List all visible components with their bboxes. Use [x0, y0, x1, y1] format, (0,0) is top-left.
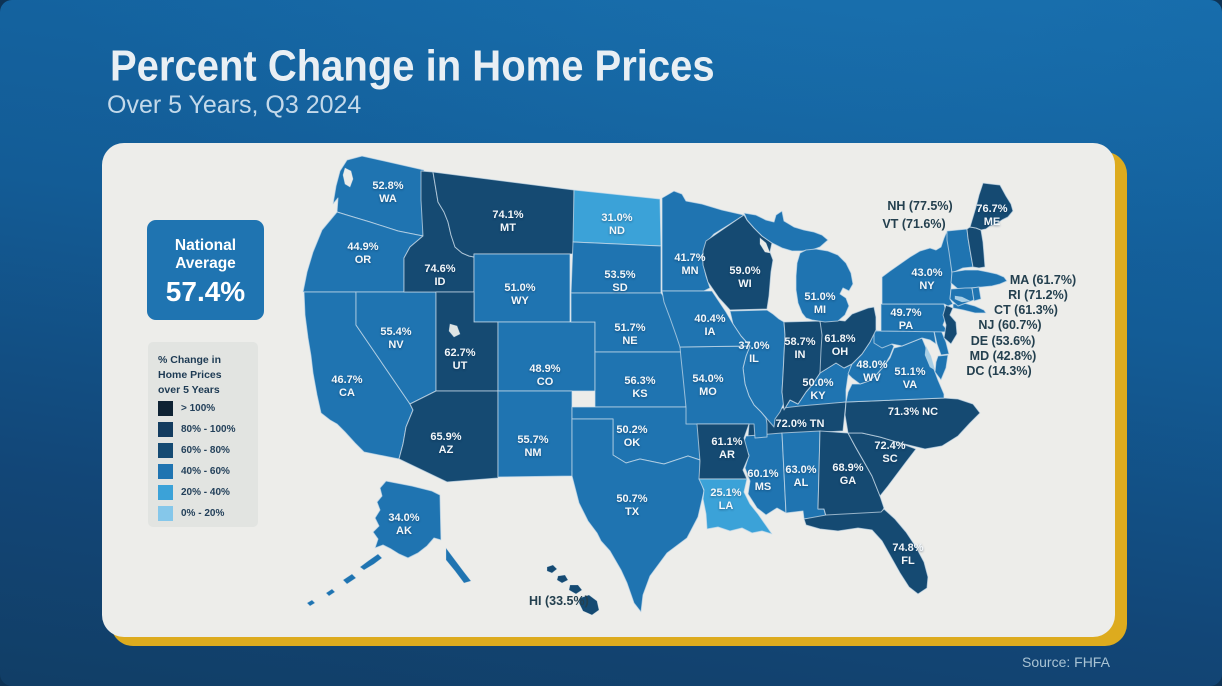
svg-text:44.9%OR: 44.9% OR: [347, 241, 378, 266]
svg-text:63.0%AL: 63.0% AL: [785, 464, 816, 489]
svg-text:41.7%MN: 41.7% MN: [674, 252, 705, 277]
svg-text:31.0%ND: 31.0% ND: [601, 212, 632, 237]
svg-text:49.7%PA: 49.7% PA: [890, 307, 921, 332]
svg-text:46.7%CA: 46.7% CA: [331, 374, 362, 399]
svg-text:40.4%IA: 40.4% IA: [694, 313, 725, 338]
svg-text:HI (33.5%): HI (33.5%): [529, 594, 589, 608]
svg-text:71.3% NC: 71.3% NC: [888, 406, 938, 418]
svg-text:51.0%MI: 51.0% MI: [804, 291, 835, 316]
svg-text:VT (71.6%): VT (71.6%): [882, 217, 945, 231]
svg-text:50.7%TX: 50.7% TX: [616, 493, 647, 518]
svg-text:DC (14.3%): DC (14.3%): [966, 364, 1031, 378]
svg-text:59.0%WI: 59.0% WI: [729, 265, 760, 290]
svg-text:RI (71.2%): RI (71.2%): [1008, 288, 1068, 302]
svg-text:62.7%UT: 62.7% UT: [444, 347, 475, 372]
svg-text:CT (61.3%): CT (61.3%): [994, 303, 1058, 317]
svg-text:51.0%WY: 51.0% WY: [504, 282, 535, 307]
svg-text:DE (53.6%): DE (53.6%): [971, 334, 1036, 348]
svg-text:51.7%NE: 51.7% NE: [614, 322, 645, 347]
svg-text:NJ (60.7%): NJ (60.7%): [978, 318, 1041, 332]
svg-text:72.0% TN: 72.0% TN: [776, 418, 825, 430]
svg-text:25.1%LA: 25.1% LA: [710, 487, 741, 512]
svg-text:48.0%WV: 48.0% WV: [856, 359, 887, 384]
svg-text:74.6%ID: 74.6% ID: [424, 263, 455, 288]
svg-text:58.7%IN: 58.7% IN: [784, 336, 815, 361]
svg-text:65.9%AZ: 65.9% AZ: [430, 431, 461, 456]
svg-text:48.9%CO: 48.9% CO: [529, 363, 560, 388]
svg-text:68.9%GA: 68.9% GA: [832, 462, 863, 487]
svg-text:34.0%AK: 34.0% AK: [388, 512, 419, 537]
svg-text:51.1%VA: 51.1% VA: [894, 366, 925, 391]
svg-text:37.0%IL: 37.0% IL: [738, 340, 769, 365]
svg-text:60.1%MS: 60.1% MS: [747, 468, 778, 493]
svg-text:52.8%WA: 52.8% WA: [372, 180, 403, 205]
svg-text:72.4%SC: 72.4% SC: [874, 440, 905, 465]
svg-text:MA (61.7%): MA (61.7%): [1010, 273, 1076, 287]
svg-text:61.8%OH: 61.8% OH: [824, 333, 855, 358]
svg-text:56.3%KS: 56.3% KS: [624, 375, 655, 400]
svg-text:54.0%MO: 54.0% MO: [692, 373, 723, 398]
svg-text:53.5%SD: 53.5% SD: [604, 269, 635, 294]
svg-text:76.7%ME: 76.7% ME: [976, 203, 1007, 228]
svg-text:55.7%NM: 55.7% NM: [517, 434, 548, 459]
svg-text:50.2%OK: 50.2% OK: [616, 424, 647, 449]
svg-text:74.1%MT: 74.1% MT: [492, 209, 523, 234]
svg-text:MD (42.8%): MD (42.8%): [970, 349, 1037, 363]
svg-text:74.8%FL: 74.8% FL: [892, 542, 923, 567]
svg-text:NH (77.5%): NH (77.5%): [887, 199, 952, 213]
svg-text:61.1%AR: 61.1% AR: [711, 436, 742, 461]
svg-text:50.0%KY: 50.0% KY: [802, 377, 833, 402]
svg-text:55.4%NV: 55.4% NV: [380, 326, 411, 351]
svg-text:43.0%NY: 43.0% NY: [911, 267, 942, 292]
